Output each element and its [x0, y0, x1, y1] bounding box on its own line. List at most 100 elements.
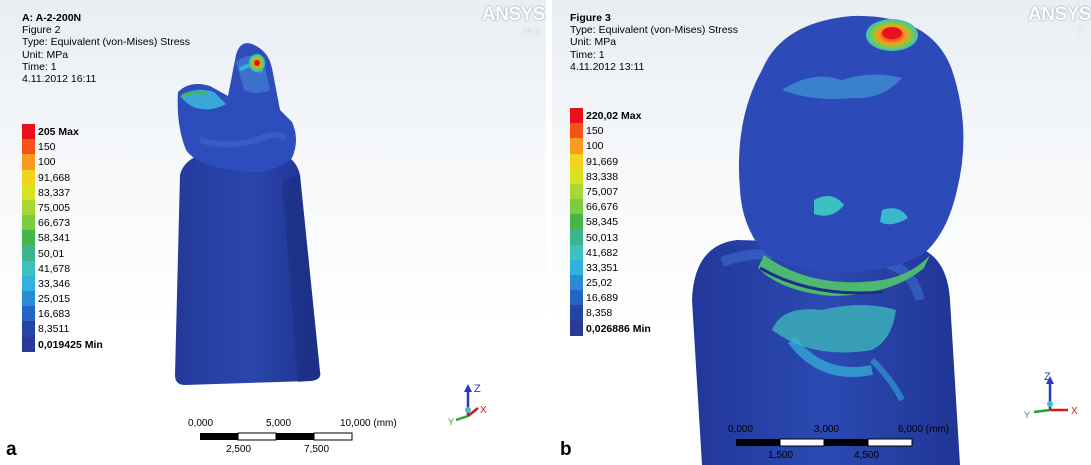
legend-value: 58,345: [586, 216, 619, 229]
legend-swatch: [570, 244, 583, 260]
tooth-model-b: [692, 15, 964, 465]
panel-divider: [546, 0, 552, 465]
scale-tick: 5,000: [266, 418, 292, 429]
scale-tick: 2,500: [226, 444, 252, 455]
scale-tick: 0,000: [188, 418, 214, 429]
panel-letter: a: [6, 439, 17, 460]
legend-value: 58,341: [38, 232, 71, 245]
legend-swatch: [570, 259, 583, 276]
legend-value: 33,346: [38, 277, 71, 290]
legend-value: 33,351: [586, 261, 619, 274]
legend-value: 205 Max: [38, 126, 79, 138]
scale-tick: 0,000: [728, 424, 754, 435]
legend-value: 75,005: [38, 201, 71, 214]
legend-swatch: [22, 245, 35, 261]
legend-swatch: [22, 291, 35, 307]
panel-letter: b: [560, 439, 572, 460]
tooth-model-a: [175, 43, 321, 385]
scale-bar-graphic: [736, 438, 913, 447]
legend-swatch: [22, 336, 35, 352]
legend-swatch: [570, 138, 583, 154]
legend-value: 83,337: [38, 186, 71, 199]
scale-bar-graphic: [200, 432, 353, 441]
legend-value: 150: [38, 141, 56, 154]
result-info-block: Figure 3 Type: Equivalent (von-Mises) St…: [570, 12, 738, 73]
legend-swatch: [22, 139, 35, 155]
legend-value: 91,668: [38, 171, 71, 184]
legend-value: 83,338: [586, 170, 619, 183]
legend-swatch: [22, 260, 35, 276]
axis-triad-b: Z X Y: [1024, 372, 1078, 420]
panel-a: A: A-2-200N Figure 2 Type: Equivalent (v…: [0, 0, 546, 465]
legend-value: 8,358: [586, 307, 613, 320]
ansys-logo: ANSYS: [482, 4, 545, 25]
scale-tick: 1,500: [768, 450, 794, 461]
legend-swatch: [570, 108, 583, 124]
legend-value: 25,02: [586, 277, 613, 290]
scale-tick: 10,000 (mm): [340, 418, 397, 429]
legend-value: 41,682: [586, 246, 619, 259]
result-unit: Unit: MPa: [22, 48, 69, 61]
result-type: Type: Equivalent (von-Mises) Stress: [22, 36, 191, 49]
legend-swatch: [22, 124, 35, 140]
result-date: 4.11.2012 16:11: [22, 73, 97, 86]
legend-swatch: [570, 168, 583, 184]
legend-value: 0,026886 Min: [586, 322, 651, 335]
axis-triad-a: Z X Y: [448, 383, 487, 427]
legend-swatch: [22, 154, 35, 170]
result-time: Time: 1: [22, 60, 57, 73]
legend-swatch: [22, 230, 35, 246]
legend-value: 41,678: [38, 262, 71, 275]
z-axis-label: Z: [474, 383, 481, 395]
legend-swatch: [570, 320, 583, 336]
y-axis-label: Y: [448, 417, 454, 427]
legend-value: 91,669: [586, 155, 619, 168]
x-axis-label: X: [1071, 406, 1078, 417]
legend-swatch: [22, 306, 35, 322]
legend-value: 25,015: [38, 293, 71, 306]
legend-swatch: [570, 275, 583, 291]
legend-swatch: [570, 214, 583, 230]
figure-title: Figure 3: [570, 12, 611, 24]
scale-tick: 3,000: [814, 424, 840, 435]
x-axis-label: X: [480, 405, 487, 416]
result-date: 4.11.2012 13:11: [570, 60, 645, 73]
scale-tick: 4,500: [854, 450, 880, 461]
legend-value: 66,673: [38, 217, 71, 230]
panel-b: Figure 3 Type: Equivalent (von-Mises) St…: [552, 0, 1091, 465]
scale-tick: 6,000 (mm): [898, 424, 950, 435]
y-axis-label: Y: [1024, 410, 1030, 420]
legend-swatch: [570, 229, 583, 245]
result-info-block: A: A-2-200N Figure 2 Type: Equivalent (v…: [22, 12, 190, 85]
legend-swatch: [570, 305, 583, 321]
legend-swatch: [22, 275, 35, 292]
legend-value: 0,019425 Min: [38, 338, 103, 351]
ansys-version: 1: [1078, 26, 1084, 36]
legend-value: 50,013: [586, 231, 619, 244]
legend-swatch: [22, 321, 35, 337]
result-unit: Unit: MPa: [570, 36, 617, 49]
legend-swatch: [570, 290, 583, 306]
legend-value: 66,676: [586, 201, 619, 214]
legend-swatch: [570, 183, 583, 200]
legend-value: 8,3511: [38, 323, 70, 336]
legend-value: 16,683: [38, 308, 71, 321]
ansys-logo: ANSYS: [1028, 4, 1091, 25]
legend-value: 220,02 Max: [586, 110, 642, 122]
legend-value: 100: [38, 156, 56, 169]
scale-tick: 7,500: [304, 444, 330, 455]
legend-value: 16,689: [586, 292, 619, 305]
legend-swatch: [22, 215, 35, 231]
figure-name: Figure 2: [22, 24, 61, 37]
legend-swatch: [22, 199, 35, 216]
z-axis-label: Z: [1044, 372, 1051, 383]
ansys-version: 14.0: [522, 26, 540, 36]
legend-swatch: [22, 169, 35, 185]
legend-value: 75,007: [586, 185, 619, 198]
legend-swatch: [570, 123, 583, 139]
legend-value: 50,01: [38, 247, 65, 260]
result-title: A: A-2-200N: [22, 12, 82, 24]
legend-value: 150: [586, 125, 604, 138]
legend-swatch: [570, 199, 583, 215]
legend-swatch: [22, 184, 35, 200]
